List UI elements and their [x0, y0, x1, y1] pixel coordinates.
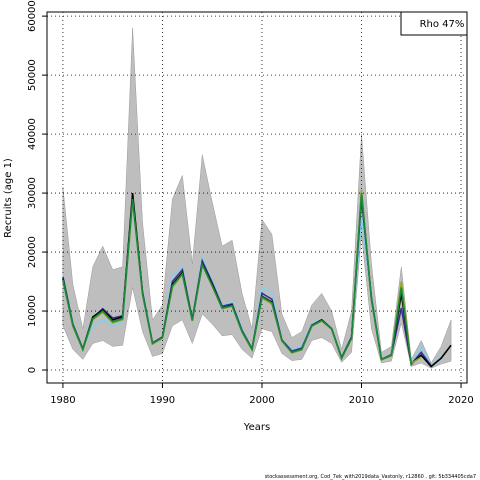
- plot-frame: [46, 11, 468, 384]
- y-tick-label: 40000: [27, 118, 38, 150]
- y-tick-label: 60000: [27, 0, 38, 32]
- y-tick-label: 50000: [27, 59, 38, 91]
- x-tick-label: 2020: [448, 395, 473, 406]
- x-tick-label: 1990: [150, 395, 175, 406]
- confidence-band: [62, 27, 452, 369]
- x-axis-label: Years: [243, 422, 270, 433]
- y-tick-label: 20000: [27, 236, 38, 268]
- y-axis-label: Recruits (age 1): [3, 158, 14, 238]
- annotation: Rho 47%: [420, 19, 465, 30]
- series-line: [62, 193, 413, 365]
- x-tick-label: 2000: [249, 395, 274, 406]
- footer: stockassessment.org, Cod_7ek_with2019dat…: [265, 474, 476, 480]
- y-tick-label: 30000: [27, 177, 38, 209]
- x-tick-label: 1980: [50, 395, 75, 406]
- annotation-box: [400, 11, 468, 36]
- x-tick-label: 2010: [349, 395, 374, 406]
- y-tick-label: 0: [27, 367, 38, 373]
- y-tick-label: 10000: [27, 295, 38, 327]
